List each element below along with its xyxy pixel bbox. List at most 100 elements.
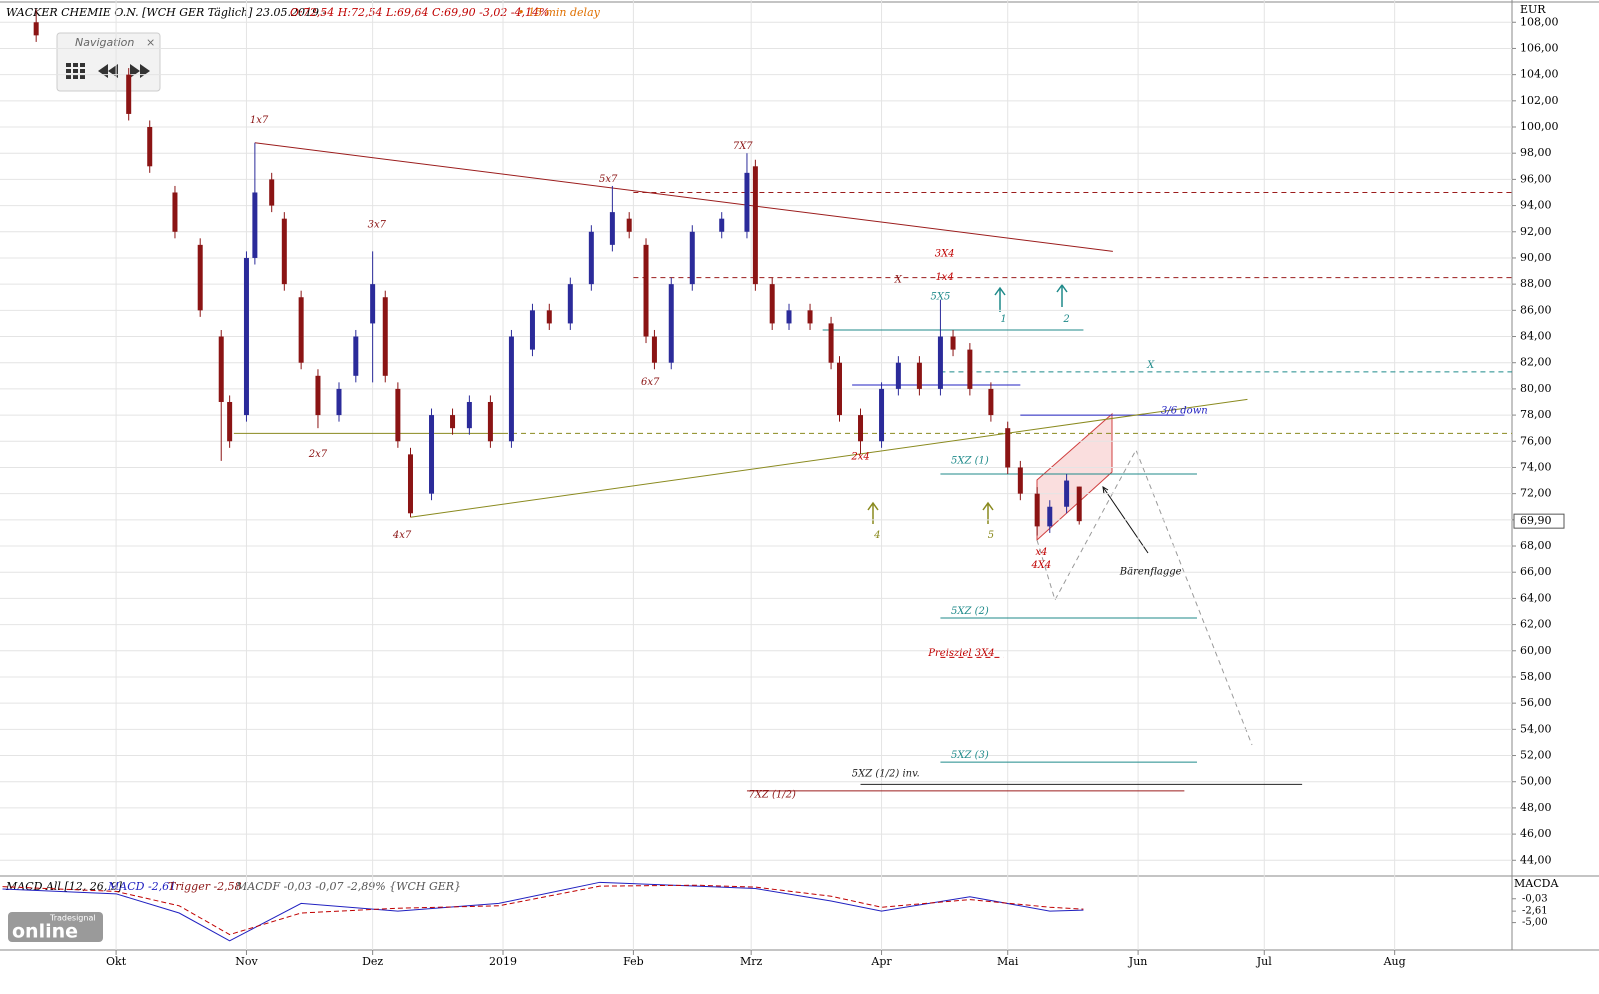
annotation: 5XZ (2) (951, 606, 989, 617)
candle-body (353, 336, 359, 376)
logo: Tradesignal online (8, 912, 103, 943)
y-tick-label: 96,00 (1520, 172, 1552, 185)
y-tick-label: 68,00 (1520, 539, 1552, 552)
candle-body (967, 349, 973, 389)
y-tick-label: 52,00 (1520, 749, 1552, 762)
candle-body (786, 310, 792, 324)
candle-body (243, 257, 249, 416)
candle-body (429, 415, 435, 494)
y-tick-label: 64,00 (1520, 591, 1552, 604)
y-tick-label: 104,00 (1520, 68, 1559, 81)
candle-body (807, 310, 813, 324)
candle-body (529, 310, 535, 350)
up-arrow (994, 286, 1006, 312)
candle-body (546, 310, 552, 324)
candle-body (147, 127, 153, 167)
header-instrument: WACKER CHEMIE O.N. [WCH GER Täglich] 23.… (6, 6, 326, 19)
annotation: 5 (988, 530, 994, 541)
macd-tick-label: -5,00 (1522, 917, 1548, 928)
candle-body (370, 284, 376, 324)
y-tick-label: 106,00 (1520, 41, 1559, 54)
candle-body (218, 336, 224, 402)
nav-grid-icon[interactable] (66, 63, 85, 79)
y-tick-label: 90,00 (1520, 251, 1552, 264)
candle-body (33, 22, 39, 36)
annotation: 5XZ (1/2) inv. (852, 768, 920, 779)
logo-bottom: online (12, 921, 78, 943)
projection (1036, 448, 1253, 746)
y-tick-label: 56,00 (1520, 696, 1552, 709)
candle-body (769, 284, 775, 324)
annotation: 7XZ (1/2) (748, 789, 796, 800)
y-tick-label: 108,00 (1520, 15, 1559, 28)
y-tick-label: 62,00 (1520, 618, 1552, 631)
y-tick-label: 88,00 (1520, 277, 1552, 290)
x-tick-label: Okt (106, 955, 127, 968)
y-tick-label: 94,00 (1520, 199, 1552, 212)
x-tick-label: Nov (235, 955, 258, 968)
candle-body (643, 244, 649, 337)
candle-body (879, 388, 885, 442)
candle-body (752, 166, 758, 285)
candle-body (298, 297, 304, 363)
candle-body (668, 284, 674, 363)
signal-arrows (867, 283, 1068, 524)
candle-body (1005, 428, 1011, 468)
up-arrow (867, 501, 879, 524)
annotation: 2x7 (308, 449, 328, 460)
last-price-box (1513, 513, 1565, 529)
annotation: 2 (1062, 314, 1069, 325)
x-tick-label: Jun (1128, 955, 1148, 968)
candle-body (1076, 486, 1082, 522)
x-tick-label: Apr (870, 955, 892, 968)
annotation: x4 (1035, 547, 1047, 558)
y-tick-label: 82,00 (1520, 356, 1552, 369)
y-tick-label: 86,00 (1520, 303, 1552, 316)
candle-body (567, 284, 573, 324)
candle-body (651, 336, 657, 363)
candle-body (382, 297, 388, 376)
y-tick-label: 60,00 (1520, 644, 1552, 657)
arrow-head (1102, 486, 1109, 495)
y-tick-label: 76,00 (1520, 434, 1552, 447)
logo-top: Tradesignal (49, 914, 96, 923)
annotation: 5XZ (1) (951, 455, 989, 466)
x-tick-label: Aug (1383, 955, 1406, 968)
header-quote: O:72,54 H:72,54 L:69,64 C:69,90 -3,02 -4… (290, 6, 549, 19)
annotation: Preisziel 3X4 (927, 648, 994, 659)
macd-line (2, 884, 1084, 936)
macdf-label: MACDF -0,03 -0,07 -2,89% {WCH GER} (235, 880, 461, 893)
candle-body (858, 415, 864, 442)
x-tick-label: Jul (1256, 955, 1272, 968)
annotation: 3x7 (368, 220, 387, 231)
x-tick-label: Dez (362, 955, 383, 968)
candle-body (828, 323, 834, 363)
y-tick-label: 84,00 (1520, 330, 1552, 343)
trendline (410, 398, 1248, 518)
annotation: 2x4 (850, 451, 869, 462)
candle-body (126, 74, 132, 114)
candle-body (487, 401, 493, 442)
macd-tick-label: -0,03 (1522, 893, 1548, 904)
nav-close[interactable]: × (146, 36, 155, 49)
annotation: 4 (873, 530, 880, 541)
annotation: 5XZ (3) (951, 750, 989, 761)
annotation: 1x4 (935, 272, 953, 283)
navigation-widget[interactable]: Navigation × (56, 32, 161, 92)
candle-body (950, 336, 956, 350)
candle-body (508, 336, 514, 442)
grid (0, 0, 1512, 950)
y-tick-label: 78,00 (1520, 408, 1552, 421)
x-tick-label: Feb (623, 955, 644, 968)
y-tick-label: 102,00 (1520, 94, 1559, 107)
macd-tick-label: -2,61 (1522, 906, 1548, 917)
y-tick-label: 98,00 (1520, 146, 1552, 159)
candle-body (269, 179, 275, 206)
y-tick-label: 44,00 (1520, 853, 1552, 866)
macd-title: MACD All [12, 26, 9] (5, 880, 123, 893)
candle-body (626, 218, 632, 232)
candle-body (407, 454, 413, 514)
candle-body (588, 231, 594, 285)
